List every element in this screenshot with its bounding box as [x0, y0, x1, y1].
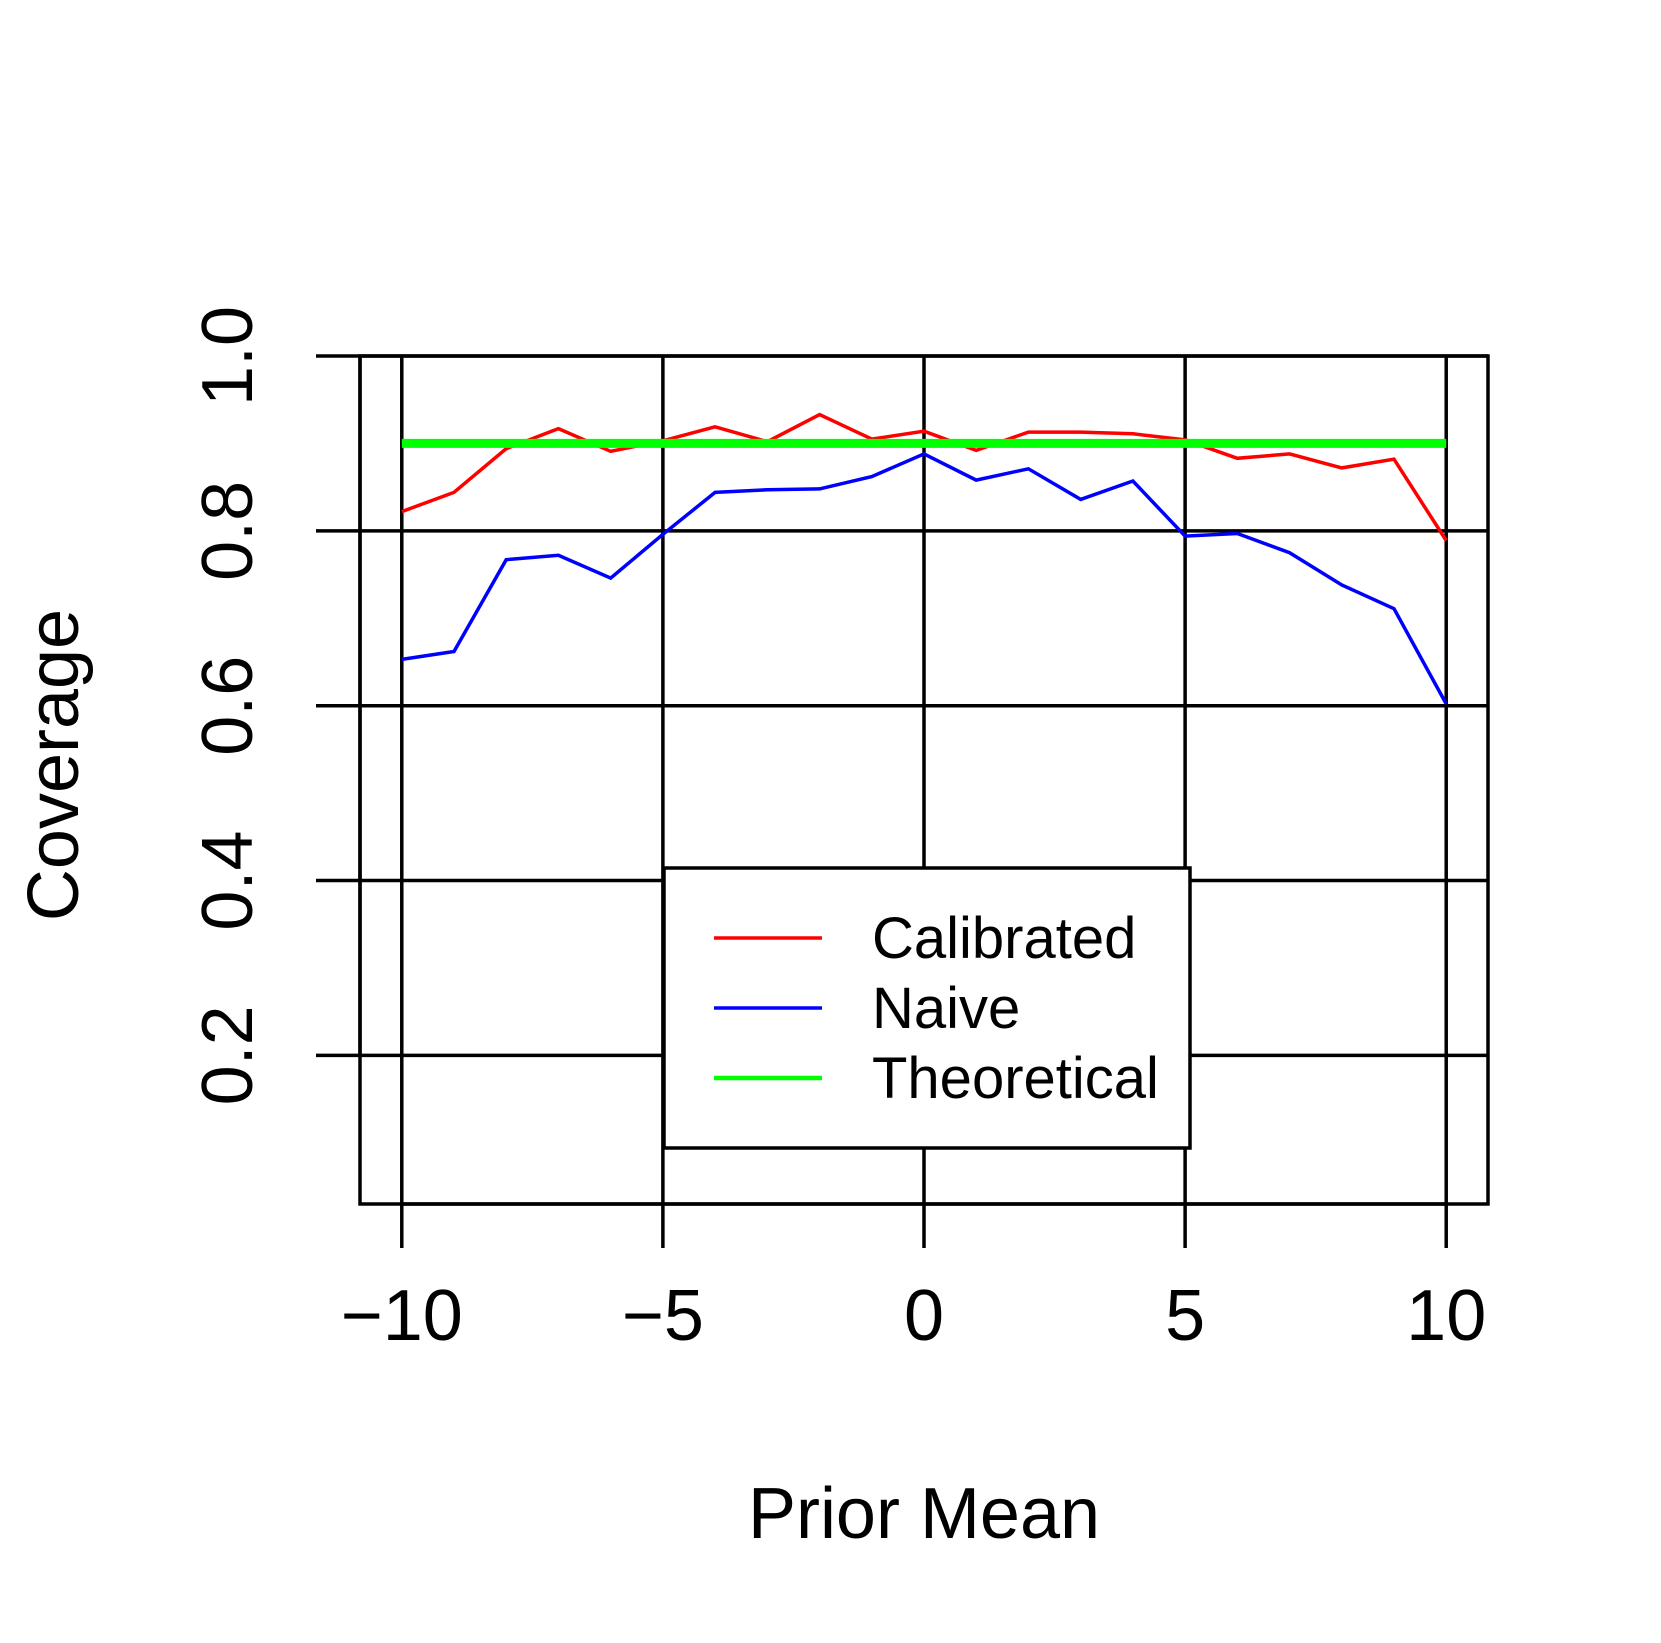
x-tick-label: 5 — [1165, 1276, 1205, 1356]
x-tick-label: 10 — [1406, 1276, 1486, 1356]
y-tick-label: 0.4 — [188, 830, 268, 930]
series-line-calibrated — [401, 412, 1448, 542]
y-tick-label: 0.8 — [188, 481, 268, 581]
y-axis-title: Coverage — [14, 609, 94, 921]
legend-label-calibrated: Calibrated — [872, 906, 1136, 971]
y-tick-label: 1.0 — [188, 306, 268, 406]
y-tick-label: 0.6 — [188, 656, 268, 756]
legend-label-theoretical: Theoretical — [872, 1046, 1159, 1111]
series-lines — [401, 412, 1448, 705]
x-tick-label: −5 — [622, 1276, 704, 1356]
x-tick-label: −10 — [341, 1276, 463, 1356]
x-axis-title: Prior Mean — [748, 1474, 1100, 1554]
legend-label-naive: Naive — [872, 976, 1020, 1041]
x-tick-label: 0 — [904, 1276, 944, 1356]
y-tick-label: 0.2 — [188, 1005, 268, 1105]
axes: −10 −5 0 5 10 0.2 0.4 0.6 0.8 1.0 — [188, 306, 1490, 1356]
series-line-naive — [401, 451, 1448, 705]
